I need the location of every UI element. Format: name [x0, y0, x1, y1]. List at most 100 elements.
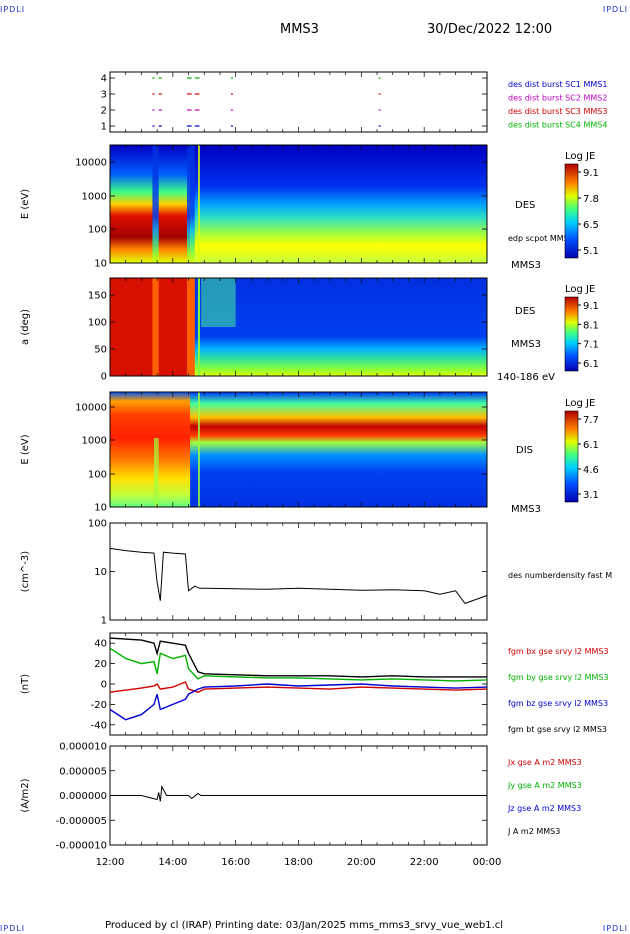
des-pitch-colorbar-tick-label: 7.1: [583, 340, 599, 351]
dis-energy-y-tick-label: 10000: [75, 403, 107, 414]
des-pitch-sc-label: MMS3: [511, 339, 541, 350]
density-y-tick-label: 1: [101, 616, 107, 627]
x-axis-tick-label: 16:00: [221, 857, 250, 868]
des-energy-side-label: DES: [515, 200, 535, 211]
magnetic-y-tick-label: 0: [101, 680, 107, 691]
des-energy-colorbar-tick-label: 5.1: [583, 246, 599, 257]
current-y-tick-label: 0.000005: [59, 766, 107, 777]
des-energy-colorbar-tick-label: 7.8: [583, 194, 599, 205]
dis-energy-gap: [153, 438, 159, 507]
des-energy-hot-region: [110, 145, 191, 263]
dis-energy-side-label: DIS: [516, 445, 533, 456]
des-pitch-hot-region: [110, 278, 191, 376]
des-energy-colorbar-tick-label: 6.5: [583, 220, 599, 231]
magnetic-y-tick-label: -40: [91, 720, 107, 731]
burst-legend-label: des dist burst SC2 MMS2: [508, 94, 607, 103]
dis-energy-y-tick-label: 100: [88, 470, 107, 481]
des-energy-y-tick-label: 1000: [82, 192, 107, 203]
current-y-tick-label: 0.000010: [59, 742, 107, 753]
x-axis-tick-label: 14:00: [158, 857, 187, 868]
des-energy-y-tick-label: 10: [94, 259, 107, 270]
des-energy-gap: [186, 145, 195, 263]
des-pitch-patch: [201, 278, 236, 327]
magnetic-legend-label: fgm by gse srvy l2 MMS3: [508, 673, 609, 682]
des-energy-sc-label: MMS3: [511, 260, 541, 271]
des-pitch-ylabel: a (deg): [20, 309, 31, 345]
des-energy-colorbar-title: Log JE: [565, 151, 595, 162]
burst-y-tick-label: 3: [101, 90, 107, 101]
des-pitch-y-tick-label: 0: [101, 372, 107, 383]
current-legend-label: Jx gse A m2 MMS3: [507, 758, 582, 767]
burst-legend-label: des dist burst SC3 MMS3: [508, 107, 607, 116]
des-pitch-y-tick-label: 100: [88, 318, 107, 329]
des-pitch-colorbar-tick-label: 8.1: [583, 320, 599, 331]
date-title: 30/Dec/2022 12:00: [427, 22, 553, 37]
current-legend-label: Jy gse A m2 MMS3: [507, 781, 582, 790]
des-pitch-y-tick-label: 50: [94, 345, 107, 356]
density-y-tick-label: 10: [94, 567, 107, 578]
des-pitch-spike: [197, 278, 200, 376]
dis-energy-colorbar-tick-label: 4.6: [583, 465, 599, 476]
current-legend-label: Jz gse A m2 MMS3: [507, 804, 581, 813]
current-legend-label: J A m2 MMS3: [507, 827, 560, 836]
burst-y-tick-label: 4: [101, 74, 107, 85]
magnetic-legend-label: fgm bt gse srvy l2 MMS3: [508, 725, 607, 734]
x-axis-tick-label: 12:00: [96, 857, 125, 868]
x-axis-tick-label: 22:00: [410, 857, 439, 868]
x-axis-tick-label: 18:00: [284, 857, 313, 868]
des-energy-gap: [152, 145, 159, 263]
dis-energy-y-tick-label: 1000: [82, 436, 107, 447]
des-pitch-y-tick-label: 150: [88, 291, 107, 302]
magnetic-series-bz: [109, 683, 488, 721]
density-series-line: [109, 547, 488, 604]
burst-panel-frame: [109, 71, 488, 133]
dis-energy-colorbar-title: Log JE: [565, 398, 595, 409]
density-legend-label: des numberdensity fast M: [508, 571, 612, 580]
magnetic-y-tick-label: -20: [91, 700, 107, 711]
current-series-line: [110, 784, 487, 802]
magnetic-ylabel: (nT): [20, 674, 31, 694]
des-pitch-side-label: DES: [515, 306, 535, 317]
magnetic-series-by: [109, 647, 488, 682]
x-axis-tick-label: 20:00: [347, 857, 376, 868]
des-energy-ylabel: E (eV): [20, 189, 31, 219]
current-ylabel: (A/m2): [20, 778, 31, 812]
dis-energy-colorbar: [564, 410, 579, 503]
burst-legend-label: des dist burst SC1 MMS1: [508, 80, 607, 89]
des-pitch-colorbar-title: Log JE: [565, 284, 595, 295]
des-pitch-gap: [186, 278, 195, 376]
corner-label-br: IPDLI: [602, 924, 628, 933]
dis-energy-sc-label: MMS3: [511, 504, 541, 515]
magnetic-y-tick-label: 40: [94, 639, 107, 650]
magnetic-legend-label: fgm bz gse srvy l2 MMS3: [508, 699, 608, 708]
des-energy-colorbar-tick-label: 9.1: [583, 168, 599, 179]
burst-legend-label: des dist burst SC4 MMS4: [508, 121, 607, 130]
des-pitch-colorbar-tick-label: 6.1: [583, 359, 599, 370]
dis-energy-colorbar-tick-label: 6.1: [583, 440, 599, 451]
x-axis-tick-label: 00:00: [473, 857, 502, 868]
des-pitch-colorbar-tick-label: 9.1: [583, 301, 599, 312]
burst-y-tick-label: 1: [101, 122, 107, 133]
dis-energy-colorbar-tick-label: 3.1: [583, 490, 599, 501]
figure-panels: 1 2 3 4 des dist burst SC1 MMS1 des dist burs…: [20, 71, 612, 868]
magnetic-y-tick-label: 20: [94, 659, 107, 670]
burst-y-tick-label: 2: [101, 106, 107, 117]
dis-energy-colorbar-tick-label: 7.7: [583, 415, 599, 426]
dis-energy-hot-region: [110, 392, 191, 507]
des-pitch-extra-label: 140-186 eV: [497, 372, 555, 383]
corner-label-tr: IPDLI: [602, 5, 628, 14]
des-pitch-colorbar: [564, 296, 579, 372]
des-energy-colorbar: [564, 163, 579, 259]
density-ylabel: (cm^-3): [20, 551, 31, 592]
des-pitch-gap: [152, 278, 159, 376]
magnetic-legend-label: fgm bx gse srvy l2 MMS3: [508, 647, 609, 656]
des-energy-extra-label: edp scpot MMS3: [508, 234, 574, 243]
current-y-tick-label: 0.000000: [59, 791, 107, 802]
des-energy-y-tick-label: 100: [88, 225, 107, 236]
current-y-tick-label: -0.000005: [56, 816, 107, 827]
dis-energy-y-tick-label: 10: [94, 503, 107, 514]
dis-energy-spike: [197, 392, 200, 507]
magnetic-series-bt: [109, 637, 487, 678]
spacecraft-title: MMS3: [280, 22, 319, 37]
corner-label-tl: IPDLI: [0, 5, 26, 14]
